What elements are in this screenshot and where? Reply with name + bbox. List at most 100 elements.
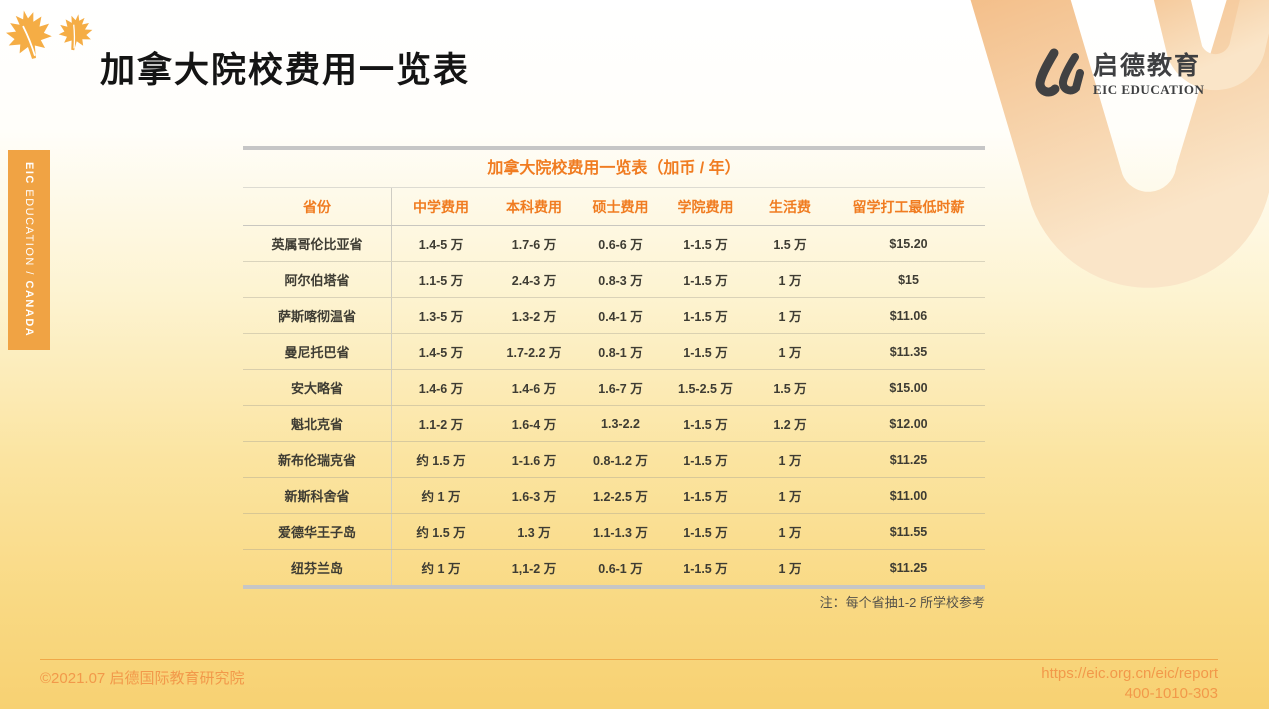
cell-province: 安大略省 — [243, 370, 392, 405]
cell-college-fee: 1-1.5 万 — [683, 490, 728, 504]
cell-bachelor-fee: 1.3-2 万 — [511, 310, 557, 324]
sidebar-label: EIC EDUCATION / CANADA — [23, 162, 35, 337]
table-title: 加拿大院校费用一览表（加币 / 年） — [243, 150, 985, 188]
cell-college-fee: 1-1.5 万 — [683, 310, 728, 324]
cell-master-fee: 1.1-1.3 万 — [593, 526, 648, 540]
table-note: 注：每个省抽1-2 所学校参考 — [819, 595, 985, 610]
cell-living-cost: 1 万 — [778, 454, 802, 468]
cell-bachelor-fee: 1.6-4 万 — [511, 418, 557, 432]
cell-min-wage: $11.25 — [889, 560, 928, 575]
cell-living-cost: 1 万 — [778, 346, 802, 360]
cell-secondary-fee: 1.1-5 万 — [418, 274, 464, 288]
cell-province: 英属哥伦比亚省 — [243, 226, 392, 261]
cell-bachelor-fee: 1.6-3 万 — [511, 490, 557, 504]
cell-bachelor-fee: 1.4-6 万 — [511, 382, 557, 396]
cell-college-fee: 1-1.5 万 — [683, 562, 728, 576]
cell-bachelor-fee: 1,1-2 万 — [511, 562, 557, 576]
cell-bachelor-fee: 1-1.6 万 — [511, 454, 557, 468]
cell-secondary-fee: 约 1 万 — [421, 490, 461, 504]
cell-secondary-fee: 约 1.5 万 — [416, 454, 466, 468]
footer-contact: https://eic.org.cn/eic/report 400-1010-3… — [1041, 664, 1218, 704]
cell-college-fee: 1-1.5 万 — [683, 454, 728, 468]
table-row: 英属哥伦比亚省 1.4-5 万 1.7-6 万 0.6-6 万 1-1.5 万 … — [243, 226, 985, 262]
cell-province: 曼尼托巴省 — [243, 334, 392, 369]
cell-province: 新斯科舍省 — [243, 478, 392, 513]
cell-college-fee: 1-1.5 万 — [683, 526, 728, 540]
footer-phone: 400-1010-303 — [1124, 685, 1218, 702]
cell-province: 魁北克省 — [243, 406, 392, 441]
cell-living-cost: 1 万 — [778, 310, 802, 324]
cell-province: 纽芬兰岛 — [243, 550, 392, 585]
cell-secondary-fee: 1.3-5 万 — [418, 310, 464, 324]
cell-min-wage: $11.35 — [889, 344, 928, 359]
maple-leaf-icon — [6, 10, 52, 59]
header-cell-master-fee: 硕士费用 — [592, 198, 649, 215]
page-title: 加拿大院校费用一览表 — [100, 51, 471, 90]
cell-bachelor-fee: 1.7-2.2 万 — [506, 346, 562, 360]
cell-master-fee: 1.6-7 万 — [598, 382, 643, 396]
table-header-row: 省份 中学费用 本科费用 硕士费用 学院费用 生活费 留学打工最低时薪 — [243, 188, 985, 226]
sidebar-label-education: EDUCATION / — [23, 185, 35, 281]
table-row: 阿尔伯塔省 1.1-5 万 2.4-3 万 0.8-3 万 1-1.5 万 1 … — [243, 262, 985, 298]
table-row: 安大略省 1.4-6 万 1.4-6 万 1.6-7 万 1.5-2.5 万 1… — [243, 370, 985, 406]
table-bottom-bar — [243, 585, 985, 589]
eic-logo-text: 启德教育 EIC EDUCATION — [1093, 53, 1204, 97]
cell-college-fee: 1-1.5 万 — [683, 418, 728, 432]
cell-living-cost: 1 万 — [778, 562, 802, 576]
cell-living-cost: 1 万 — [778, 274, 802, 288]
cell-master-fee: 0.8-1 万 — [598, 346, 643, 360]
footer-url: https://eic.org.cn/eic/report — [1041, 665, 1218, 682]
cell-min-wage: $15.00 — [889, 380, 928, 395]
eic-logo: 启德教育 EIC EDUCATION — [1032, 46, 1204, 104]
cell-secondary-fee: 1.4-6 万 — [418, 382, 464, 396]
cell-secondary-fee: 约 1 万 — [421, 562, 461, 576]
cell-min-wage: $15.20 — [889, 236, 928, 251]
cell-min-wage: $11.00 — [889, 488, 928, 503]
cell-secondary-fee: 1.4-5 万 — [418, 346, 464, 360]
table-row: 新布伦瑞克省 约 1.5 万 1-1.6 万 0.8-1.2 万 1-1.5 万… — [243, 442, 985, 478]
header-cell-min-wage: 留学打工最低时薪 — [852, 198, 965, 215]
cell-living-cost: 1 万 — [778, 526, 802, 540]
cell-secondary-fee: 1.4-5 万 — [418, 238, 464, 252]
cell-province: 萨斯喀彻温省 — [243, 298, 392, 333]
header-cell-province: 省份 — [243, 188, 392, 225]
cell-master-fee: 0.6-1 万 — [598, 562, 643, 576]
cell-min-wage: $15 — [898, 272, 919, 287]
header-cell-secondary-fee: 中学费用 — [413, 198, 469, 215]
header-cell-bachelor-fee: 本科费用 — [506, 198, 562, 215]
cell-living-cost: 1.2 万 — [773, 418, 807, 432]
cell-min-wage: $12.00 — [889, 416, 928, 431]
table-row: 爱德华王子岛 约 1.5 万 1.3 万 1.1-1.3 万 1-1.5 万 1… — [243, 514, 985, 550]
cell-living-cost: 1 万 — [778, 490, 802, 504]
cell-secondary-fee: 约 1.5 万 — [416, 526, 466, 540]
eic-logo-en: EIC EDUCATION — [1093, 81, 1205, 97]
footer-divider — [40, 659, 1218, 660]
cell-province: 新布伦瑞克省 — [243, 442, 392, 477]
sidebar-tab-canada: EIC EDUCATION / CANADA — [8, 150, 50, 350]
table-row: 萨斯喀彻温省 1.3-5 万 1.3-2 万 0.4-1 万 1-1.5 万 1… — [243, 298, 985, 334]
cell-province: 阿尔伯塔省 — [243, 262, 392, 297]
cell-living-cost: 1.5 万 — [773, 382, 807, 396]
header-cell-college-fee: 学院费用 — [677, 198, 734, 215]
table-row: 纽芬兰岛 约 1 万 1,1-2 万 0.6-1 万 1-1.5 万 1 万 $… — [243, 550, 985, 585]
sidebar-label-eic: EIC — [23, 162, 35, 186]
cell-bachelor-fee: 1.3 万 — [517, 526, 551, 540]
table-row: 新斯科舍省 约 1 万 1.6-3 万 1.2-2.5 万 1-1.5 万 1 … — [243, 478, 985, 514]
table-row: 魁北克省 1.1-2 万 1.6-4 万 1.3-2.2 1-1.5 万 1.2… — [243, 406, 985, 442]
cell-master-fee: 1.3-2.2 — [601, 416, 640, 431]
cell-college-fee: 1-1.5 万 — [683, 274, 728, 288]
cell-master-fee: 0.8-3 万 — [598, 274, 643, 288]
cell-college-fee: 1-1.5 万 — [683, 346, 728, 360]
sidebar-label-canada: CANADA — [23, 280, 35, 338]
cell-college-fee: 1.5-2.5 万 — [678, 382, 733, 396]
eic-logo-mark-icon — [1035, 48, 1084, 97]
table-body: 英属哥伦比亚省 1.4-5 万 1.7-6 万 0.6-6 万 1-1.5 万 … — [243, 226, 985, 585]
cell-province: 爱德华王子岛 — [243, 514, 392, 549]
cell-living-cost: 1.5 万 — [773, 238, 807, 252]
table-top-bar — [243, 146, 985, 150]
cell-master-fee: 0.4-1 万 — [598, 310, 643, 324]
cell-secondary-fee: 1.1-2 万 — [418, 418, 464, 432]
cell-master-fee: 0.8-1.2 万 — [593, 454, 648, 468]
table-row: 曼尼托巴省 1.4-5 万 1.7-2.2 万 0.8-1 万 1-1.5 万 … — [243, 334, 985, 370]
